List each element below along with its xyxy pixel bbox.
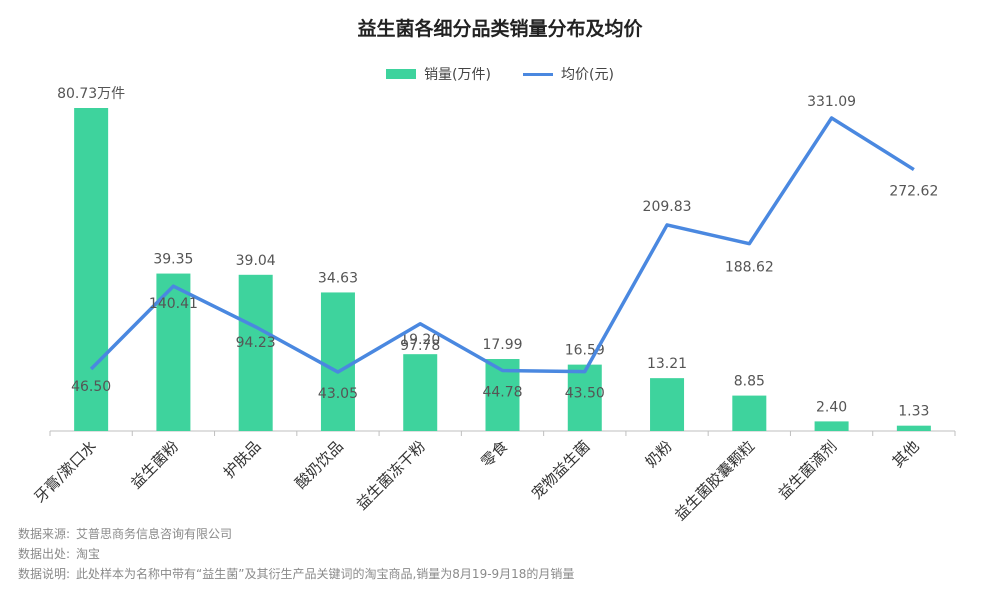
footer-origin: 数据出处: 淘宝 [18, 544, 580, 564]
bar-label-2: 39.04 [236, 253, 276, 269]
line-label-4: 97.78 [400, 338, 440, 354]
bar-label-10: 1.33 [898, 404, 929, 420]
category-label-4: 益生菌冻干粉 [353, 437, 429, 513]
bar-label-1: 39.35 [153, 252, 193, 268]
line-label-9: 331.09 [807, 94, 856, 110]
bar-8 [732, 396, 766, 431]
bar-9 [815, 421, 849, 431]
category-label-5: 零食 [477, 437, 511, 471]
line-label-5: 44.78 [482, 385, 522, 401]
category-label-9: 益生菌滴剂 [775, 437, 841, 503]
bar-label-9: 2.40 [816, 399, 847, 415]
category-label-0: 牙膏/漱口水 [31, 437, 100, 506]
footer: 数据来源: 艾普思商务信息咨询有限公司 数据出处: 淘宝 数据说明: 此处样本为名称中… [18, 524, 580, 584]
category-label-10: 其他 [889, 437, 923, 471]
bar-label-5: 17.99 [482, 337, 522, 353]
category-label-7: 奶粉 [642, 437, 676, 471]
avg-price-line [91, 118, 914, 372]
category-label-3: 酸奶饮品 [292, 437, 347, 492]
bar-label-0: 80.73万件 [57, 86, 125, 102]
bar-10 [897, 426, 931, 431]
category-label-8: 益生菌胶囊颗粒 [671, 437, 758, 524]
line-label-7: 209.83 [643, 199, 692, 215]
bar-3 [321, 292, 355, 431]
line-label-10: 272.62 [889, 184, 938, 200]
bar-label-3: 34.63 [318, 270, 358, 286]
bar-label-7: 13.21 [647, 356, 687, 372]
bar-4 [403, 354, 437, 431]
bar-label-8: 8.85 [734, 374, 765, 390]
line-label-6: 43.50 [565, 386, 605, 402]
line-label-3: 43.05 [318, 386, 358, 402]
bar-2 [239, 275, 273, 431]
line-label-8: 188.62 [725, 260, 774, 276]
category-label-6: 宠物益生菌 [528, 437, 594, 503]
line-label-1: 140.41 [149, 296, 198, 312]
line-label-2: 94.23 [236, 335, 276, 351]
category-label-2: 护肤品 [220, 437, 265, 482]
footer-note: 数据说明: 此处样本为名称中带有“益生菌”及其衍生产品关键词的淘宝商品,销量为8月… [18, 564, 580, 584]
footer-source: 数据来源: 艾普思商务信息咨询有限公司 [18, 524, 580, 544]
line-label-0: 46.50 [71, 379, 111, 395]
bar-7 [650, 378, 684, 431]
category-label-1: 益生菌粉 [127, 437, 182, 492]
